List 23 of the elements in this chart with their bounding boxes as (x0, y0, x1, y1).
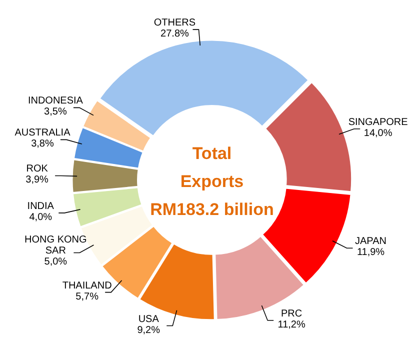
data-label: 27.8% (160, 28, 190, 40)
slice-label: OTHERS (154, 18, 196, 29)
slice-label: INDONESIA (28, 96, 84, 107)
data-label: 3,9% (26, 174, 49, 186)
text: Total Exports RM183.2 billion (150, 144, 274, 219)
data-label: 5,7% (76, 291, 99, 302)
data-label: 3,5% (44, 106, 67, 118)
data-label: 5,0% (44, 256, 68, 268)
data-label: 14,0% (364, 128, 392, 139)
slice-label: USA (138, 314, 160, 325)
slice-label: PRC (281, 308, 302, 320)
data-label: 11,9% (356, 247, 385, 258)
slice-label: JAPAN (355, 236, 387, 248)
data-label: 4,0% (29, 212, 52, 223)
slice-label: HONG KONG SAR (24, 234, 88, 257)
slice-label: ROK (26, 164, 48, 175)
slice-label: AUSTRALIA (14, 128, 71, 139)
data-label: 9,2% (137, 324, 160, 336)
data-label: 11,2% (278, 319, 306, 330)
slice-label: INDIA (27, 200, 54, 212)
slice-label: THAILAND (62, 280, 112, 292)
slice-label: SINGAPORE (348, 116, 408, 128)
data-label: 3,8% (31, 138, 54, 150)
